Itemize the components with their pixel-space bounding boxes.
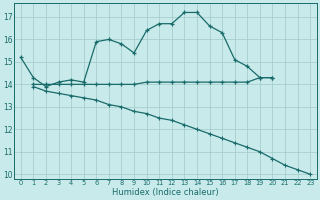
X-axis label: Humidex (Indice chaleur): Humidex (Indice chaleur) (112, 188, 219, 197)
